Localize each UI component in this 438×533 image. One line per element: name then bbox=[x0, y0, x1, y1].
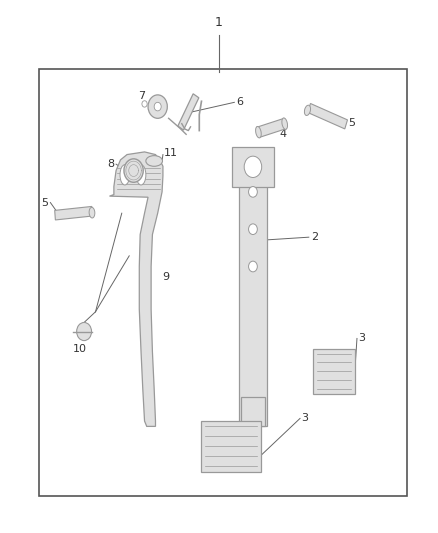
Ellipse shape bbox=[304, 105, 311, 116]
Ellipse shape bbox=[146, 156, 162, 166]
Bar bbox=[201, 421, 261, 472]
Bar bbox=[313, 349, 355, 394]
Text: 3: 3 bbox=[301, 414, 308, 423]
Circle shape bbox=[249, 187, 257, 197]
Circle shape bbox=[77, 322, 92, 341]
Text: 10: 10 bbox=[73, 344, 87, 354]
Ellipse shape bbox=[256, 126, 261, 138]
Circle shape bbox=[124, 159, 143, 182]
Text: 11: 11 bbox=[164, 148, 178, 158]
Polygon shape bbox=[257, 118, 286, 138]
Text: 2: 2 bbox=[311, 232, 318, 242]
Bar bbox=[241, 397, 265, 426]
Ellipse shape bbox=[120, 165, 130, 185]
Bar bbox=[232, 147, 274, 187]
Text: 9: 9 bbox=[162, 272, 169, 282]
Text: 7: 7 bbox=[138, 91, 145, 101]
Polygon shape bbox=[308, 103, 347, 129]
Text: 3: 3 bbox=[358, 334, 365, 343]
Text: 4: 4 bbox=[279, 130, 286, 139]
Circle shape bbox=[148, 95, 167, 118]
Ellipse shape bbox=[136, 165, 146, 185]
Bar bbox=[39, 69, 407, 496]
Polygon shape bbox=[178, 94, 199, 130]
Text: 1: 1 bbox=[215, 17, 223, 29]
Circle shape bbox=[249, 261, 257, 272]
Circle shape bbox=[244, 156, 261, 177]
Circle shape bbox=[249, 224, 257, 235]
Polygon shape bbox=[110, 152, 163, 426]
Text: 6: 6 bbox=[237, 98, 244, 107]
Ellipse shape bbox=[282, 118, 287, 130]
Circle shape bbox=[154, 102, 161, 111]
Text: 5: 5 bbox=[348, 118, 355, 127]
Ellipse shape bbox=[89, 207, 95, 218]
Text: 8: 8 bbox=[108, 159, 115, 169]
Text: 5: 5 bbox=[41, 198, 48, 207]
Polygon shape bbox=[55, 206, 92, 220]
Circle shape bbox=[142, 101, 147, 107]
Bar bbox=[239, 149, 267, 426]
